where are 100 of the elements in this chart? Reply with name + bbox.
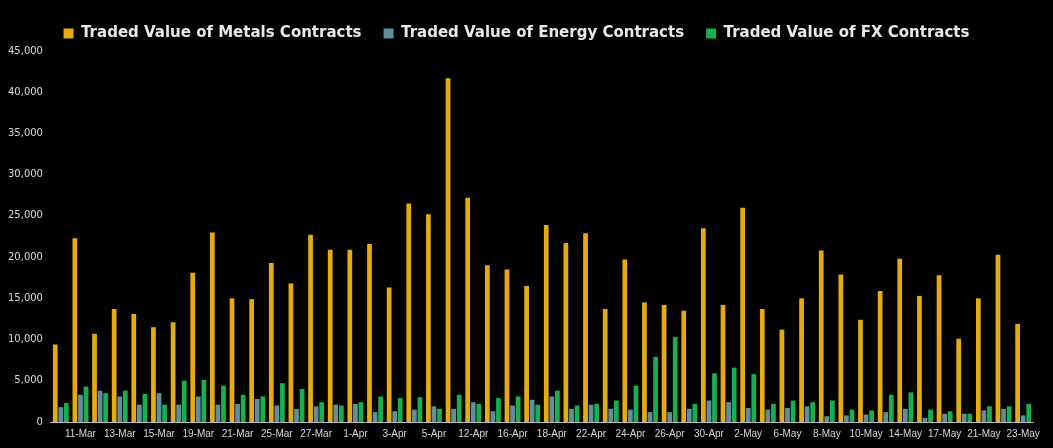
bar [824, 416, 830, 422]
y-tick-label: 30,000 [7, 168, 43, 180]
x-tick-label: 26-Apr [654, 427, 686, 439]
y-tick-label: 0 [36, 415, 43, 427]
legend-label: Traded Value of Energy Contracts [401, 23, 685, 42]
bar [902, 408, 908, 422]
x-tick-label: 27-Mar [300, 427, 333, 439]
bar [347, 249, 353, 422]
x-tick-label: 16-Apr [497, 427, 529, 439]
bar [549, 396, 555, 422]
bar [583, 233, 588, 422]
bar [476, 403, 482, 422]
bar [470, 402, 476, 422]
bar [608, 408, 614, 422]
x-tick-label: 10-May [849, 427, 883, 439]
x-tick-label: 18-Apr [536, 427, 568, 439]
bar [260, 396, 266, 422]
bar [726, 402, 731, 422]
bar [529, 399, 535, 422]
x-tick-label: 15-Mar [143, 427, 176, 439]
bar [653, 356, 658, 422]
bar [319, 402, 325, 422]
bar [510, 405, 515, 422]
x-tick-label: 25-Mar [261, 427, 294, 439]
bar [201, 379, 207, 422]
bar [838, 274, 844, 422]
x-tick-label: 22-Apr [576, 427, 607, 439]
bar [64, 403, 69, 422]
x-tick-label: 2-May [734, 427, 763, 439]
bar [745, 407, 751, 422]
legend-label: Traded Value of Metals Contracts [81, 23, 362, 42]
x-tick-label: 11-Mar [64, 427, 97, 439]
bar [804, 406, 810, 422]
x-tick-label: 21-May [967, 427, 1001, 439]
bar [451, 408, 456, 422]
x-tick-label: 19-Mar [182, 427, 215, 439]
bar [771, 403, 776, 422]
bar [240, 394, 246, 422]
bar [378, 396, 383, 422]
bar [751, 374, 757, 422]
bar [667, 412, 673, 422]
bar [628, 409, 633, 422]
bar [181, 380, 187, 422]
x-tick-label: 3-Apr [382, 427, 408, 439]
bar [437, 408, 442, 422]
bar [190, 272, 196, 422]
x-tick-label: 13-Mar [103, 427, 137, 439]
x-tick-label: 12-Apr [458, 427, 489, 439]
bar [888, 394, 894, 422]
bar [897, 258, 903, 422]
bar [249, 299, 255, 422]
bar [1026, 403, 1032, 422]
bar [602, 309, 608, 422]
y-tick-label: 15,000 [7, 291, 43, 303]
bar [543, 224, 549, 422]
bar [692, 403, 698, 422]
bar [844, 415, 849, 422]
x-tick-label: 5-Apr [421, 427, 447, 439]
bar [740, 207, 746, 422]
bar [731, 367, 737, 422]
bar [942, 413, 947, 422]
bar [928, 409, 933, 422]
bar [1020, 415, 1026, 422]
bar [176, 404, 182, 422]
bar [1001, 408, 1006, 422]
bar [58, 407, 64, 422]
bar [131, 314, 137, 422]
bar [712, 373, 717, 422]
bar [426, 214, 431, 422]
bar [195, 396, 201, 422]
bar [122, 390, 128, 422]
bar [917, 295, 922, 422]
bar [333, 404, 339, 422]
bar [681, 310, 687, 422]
bar [78, 394, 83, 422]
bar [535, 404, 541, 422]
bar [569, 408, 574, 422]
bar [701, 228, 706, 422]
y-tick-label: 10,000 [7, 333, 43, 345]
bar [555, 390, 560, 422]
bar [987, 406, 992, 422]
bar [92, 333, 97, 422]
bar [338, 405, 344, 422]
bar [858, 319, 863, 422]
bar [392, 411, 398, 422]
bar [411, 409, 417, 422]
bar [759, 309, 765, 422]
bar [642, 302, 647, 422]
bar [818, 250, 824, 422]
bar [294, 408, 299, 422]
bar [151, 327, 156, 422]
bar [137, 404, 142, 422]
bar [117, 396, 123, 422]
bar [594, 403, 600, 422]
bar [975, 298, 981, 422]
bar [799, 298, 804, 422]
bar [1015, 323, 1020, 422]
x-tick-label: 21-Mar [221, 427, 255, 439]
x-tick-label: 1-Apr [343, 427, 369, 439]
y-tick-label: 35,000 [7, 127, 43, 139]
